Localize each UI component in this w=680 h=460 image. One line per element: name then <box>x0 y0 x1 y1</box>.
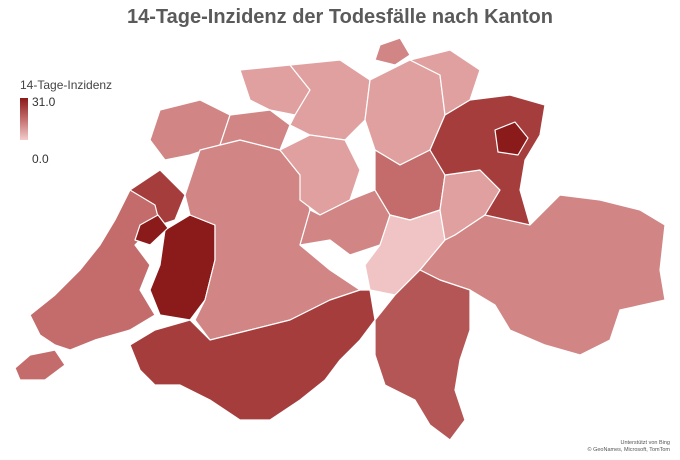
map-attribution: Unterstützt von Bing © GeoNames, Microso… <box>588 440 671 454</box>
attribution-line-1: Unterstützt von Bing <box>620 440 670 446</box>
legend-min-label: 0.0 <box>32 152 49 166</box>
canton-geneva[interactable] <box>14 349 66 381</box>
legend-title: 14-Tage-Inzidenz <box>20 78 113 92</box>
canton-vaud[interactable] <box>29 189 161 351</box>
legend-gradient-bar <box>20 98 28 140</box>
canton-appenzell[interactable] <box>494 121 529 156</box>
map-title: 14-Tage-Inzidenz der Todesfälle nach Kan… <box>127 6 553 28</box>
canton-valais[interactable] <box>129 289 376 421</box>
color-legend: 14-Tage-Inzidenz 31.0 0.0 <box>20 78 130 168</box>
canton-ticino[interactable] <box>374 269 471 441</box>
attribution-line-2: © GeoNames, Microsoft, TomTom <box>587 447 671 453</box>
canton-neuchatel[interactable] <box>129 169 186 226</box>
legend-max-label: 31.0 <box>32 95 56 109</box>
canton-fribourg-enclave[interactable] <box>134 214 169 246</box>
canton-schaffhausen[interactable] <box>374 37 411 66</box>
